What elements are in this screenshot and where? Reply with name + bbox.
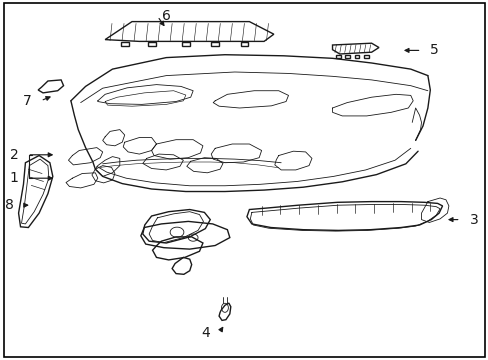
Text: 5: 5 — [429, 44, 438, 57]
Text: 2: 2 — [10, 148, 19, 162]
Text: 3: 3 — [468, 213, 477, 226]
Text: 6: 6 — [162, 9, 170, 23]
Text: 8: 8 — [5, 198, 14, 212]
Text: 4: 4 — [201, 326, 210, 340]
Text: 7: 7 — [23, 94, 32, 108]
Text: 1: 1 — [10, 171, 19, 185]
